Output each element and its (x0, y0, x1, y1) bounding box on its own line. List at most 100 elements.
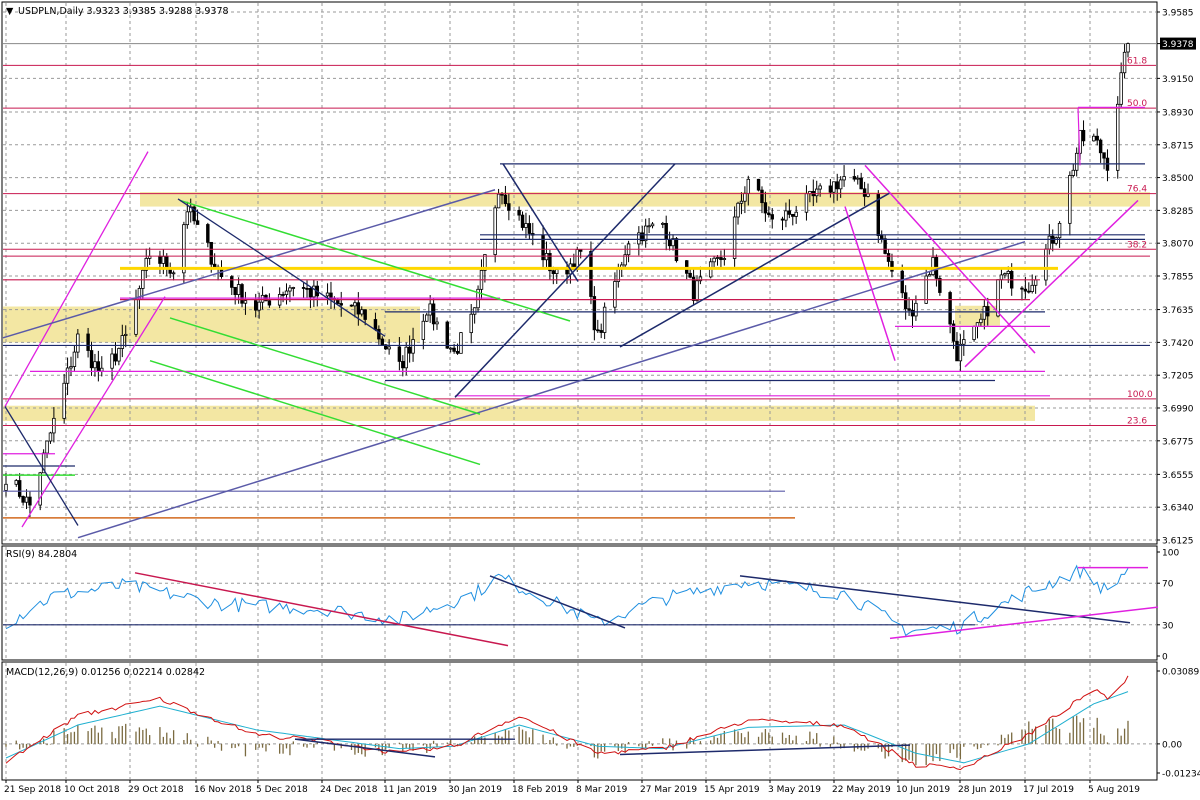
price-tick-label: 3.8715 (1162, 141, 1194, 151)
price-tick-label: 3.7855 (1162, 273, 1194, 283)
candle-body (613, 281, 617, 308)
candle-body (986, 306, 990, 317)
candle-body (890, 261, 894, 272)
date-tick-label: 3 May 2019 (768, 785, 821, 795)
trend-line-magenta (964, 199, 1139, 368)
candle-body (914, 302, 918, 317)
candle-body (72, 351, 77, 367)
trend-line-magenta (4, 151, 149, 407)
date-tick-label: 5 Dec 2018 (256, 785, 308, 795)
candle-body (524, 223, 528, 228)
candle-body (931, 257, 935, 275)
candle-body (48, 432, 53, 442)
rsi-panel-border (1, 545, 1158, 661)
date-tick-label: 29 Oct 2018 (128, 785, 184, 795)
date-tick-label: 28 Jun 2019 (958, 785, 1012, 795)
candle-body (698, 276, 703, 282)
candle-body (924, 275, 928, 304)
rsi-panel[interactable]: RSI(9) 84.2804 100 70 30 0 (1, 545, 1179, 663)
candle-body (1116, 103, 1120, 171)
rsi-trend-line (489, 575, 626, 629)
candle-body (1027, 290, 1031, 293)
candle-body (832, 181, 836, 193)
price-tick-label: 3.6340 (1162, 504, 1194, 514)
price-axis[interactable]: 3.9585 3.9378 3.9150 3.8930 3.8715 3.8500 3.82… (1157, 9, 1196, 547)
candle-body (260, 294, 265, 303)
candle-body (209, 241, 213, 265)
candle-body (69, 366, 73, 369)
rsi-axis: 100 70 30 0 (1157, 549, 1179, 663)
candle-body (938, 278, 942, 293)
magenta-marker-line (1077, 107, 1081, 166)
current-price-tag (1160, 37, 1196, 50)
candle-body (1023, 288, 1028, 292)
candle-body (212, 263, 217, 268)
candle-body (862, 188, 867, 197)
price-panel[interactable]: 61.8 50.0 76.4 38.2 100.0 23.6 ▼ USDPLN,Daily… (1, 1, 1196, 547)
candle-body (62, 382, 66, 419)
price-tick-label: 3.7420 (1162, 339, 1194, 349)
candle-body (818, 185, 822, 190)
candle-body (120, 335, 125, 349)
candle-body (401, 361, 405, 369)
trend-line-navy (502, 163, 579, 282)
candle-body (842, 176, 846, 181)
trend-line-slate (2, 189, 496, 339)
candle-body (493, 207, 497, 255)
candle-body (65, 367, 70, 384)
candle-body (305, 287, 309, 290)
candle-body (1092, 135, 1096, 142)
rsi-tick-label: 30 (1162, 621, 1174, 631)
candle-body (1126, 43, 1130, 53)
macd-drawings (294, 738, 911, 758)
candle-body (363, 309, 367, 320)
candle-body (96, 361, 101, 372)
candle-body (21, 496, 25, 503)
candle-body (691, 276, 696, 301)
candle-body (1003, 273, 1007, 276)
candle-body (24, 496, 29, 503)
candle-body (900, 270, 904, 294)
price-tick-label: 3.9585 (1162, 9, 1194, 19)
candle-body (661, 222, 665, 225)
candle-body (962, 339, 966, 345)
macd-tick-label: 0.03089 (1162, 668, 1199, 678)
macd-panel[interactable]: MACD(12,26,9) 0.01256 0.02214 0.02842 0.… (1, 661, 1200, 781)
candle-body (623, 254, 627, 266)
macd-tick-label: -0.01234 (1162, 770, 1200, 780)
price-tick-label: 3.8070 (1162, 240, 1194, 250)
dropdown-arrow-icon[interactable]: ▼ (6, 6, 14, 17)
candle-body (859, 177, 863, 190)
fib-level-label: 100.0 (1127, 390, 1153, 400)
date-tick-label: 21 Sep 2018 (4, 785, 61, 795)
candle-body (1095, 135, 1099, 141)
candle-body (428, 303, 432, 316)
candle-body (958, 343, 963, 362)
candle-body (349, 304, 354, 307)
candle-body (192, 206, 196, 222)
date-tick-label: 10 Jun 2019 (896, 785, 950, 795)
candle-body (688, 272, 692, 278)
rsi-trend-line (134, 572, 509, 647)
price-panel-border (1, 1, 1158, 545)
candle-body (448, 347, 453, 350)
trend-line-navy (177, 198, 386, 337)
candle-body (879, 235, 884, 240)
candle-body (76, 333, 80, 353)
candle-body (360, 309, 364, 315)
candle-body (647, 225, 651, 228)
macd-axis: 0.03089 0.00 -0.01234 (1157, 668, 1200, 780)
candle-body (158, 255, 162, 264)
candle-body (1030, 284, 1034, 292)
candle-body (520, 214, 525, 228)
candle-body (589, 250, 593, 297)
date-tick-label: 8 Mar 2019 (576, 785, 628, 795)
candle-body (38, 472, 42, 506)
candle-body (517, 209, 521, 216)
chart-header-label: USDPLN,Daily 3.9323 3.9385 3.9288 3.9378 (18, 6, 229, 17)
date-tick-label: 15 Apr 2019 (704, 785, 760, 795)
candle-body (281, 294, 285, 296)
candle-body (161, 256, 166, 264)
